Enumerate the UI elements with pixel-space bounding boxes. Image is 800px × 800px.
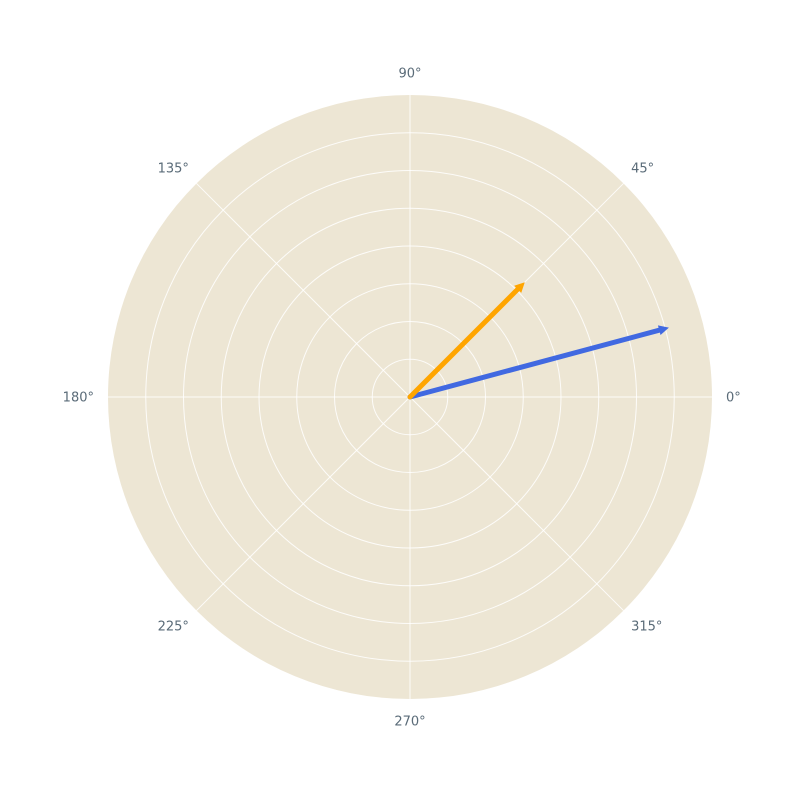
vector-arrowhead xyxy=(514,282,525,293)
angular-gridline xyxy=(196,183,411,398)
angular-tick-label: 180° xyxy=(63,391,94,406)
vectors xyxy=(407,282,669,400)
angular-tick-label: 315° xyxy=(631,620,662,635)
angular-tick-label: 90° xyxy=(398,67,421,82)
vector-line xyxy=(407,327,662,400)
vector-line xyxy=(407,286,521,400)
angular-tick-label: 0° xyxy=(726,391,741,406)
angular-tick-label: 270° xyxy=(394,715,425,730)
vector-arrowhead xyxy=(657,325,669,336)
angular-tick-label: 45° xyxy=(631,161,654,176)
angular-gridline xyxy=(409,396,624,611)
angular-tick-labels: 0° 45° 90° 135° 180° 225° 270° 315° xyxy=(63,67,741,730)
angular-gridline xyxy=(196,396,411,611)
angular-tick-label: 135° xyxy=(158,161,189,176)
angular-tick-label: 225° xyxy=(158,620,189,635)
